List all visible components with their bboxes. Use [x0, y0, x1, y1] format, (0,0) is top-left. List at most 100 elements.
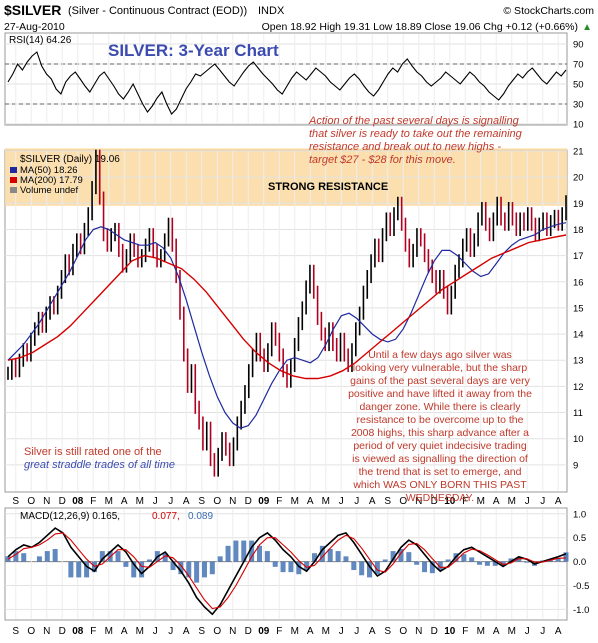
macd-histogram-bar — [99, 551, 105, 562]
symbol-description: (Silver - Continuous Contract (EOD)) — [68, 5, 247, 17]
rsi-tick-label: 50 — [573, 80, 584, 91]
volume-swatch — [10, 187, 17, 193]
price-x-label: S — [384, 496, 391, 507]
macd-histogram-bar — [374, 561, 380, 575]
macd-histogram-bar — [414, 561, 420, 565]
price-x-label: N — [43, 496, 50, 507]
macd-tick-label: -1.0 — [573, 605, 589, 616]
macd-x-label: A — [307, 626, 314, 637]
macd-histogram-bar — [280, 561, 286, 573]
price-x-label: D — [431, 496, 438, 507]
macd-x-label: D — [59, 626, 66, 637]
exchange-label: INDX — [258, 5, 285, 17]
price-tick-label: 17 — [573, 251, 584, 262]
macd-x-label: M — [105, 626, 113, 637]
quote-line: Open 18.92 High 19.31 Low 18.89 Close 19… — [262, 21, 578, 33]
macd-histogram-bar — [146, 559, 152, 562]
price-tick-label: 19 — [573, 199, 584, 210]
macd-histogram-bar — [139, 561, 145, 578]
note-left-line-1: Silver is still rated one of the — [24, 446, 162, 458]
macd-x-label: 09 — [258, 626, 270, 637]
note-mid: Until a few days ago silver was looking … — [348, 349, 532, 504]
price-x-label: M — [291, 496, 299, 507]
macd-histogram-bar — [233, 540, 239, 562]
price-x-label: M — [508, 496, 516, 507]
price-x-label: J — [540, 496, 545, 507]
price-x-label: 08 — [72, 496, 84, 507]
note-top-line: that silver is ready to take out the rem… — [309, 128, 523, 140]
symbol-title: $SILVER — [4, 2, 61, 18]
macd-tick-label: 0.5 — [573, 533, 586, 544]
source-credit: © StockCharts.com — [503, 5, 594, 17]
note-mid-line: is viewed as signalling the direction of — [352, 453, 528, 465]
macd-histogram-bar — [304, 561, 310, 571]
rsi-line — [7, 51, 567, 115]
price-x-label: N — [229, 496, 236, 507]
macd-histogram-bar — [217, 556, 223, 562]
note-mid-line: resistance to be overcome up to the — [357, 414, 524, 426]
macd-x-label: F — [462, 626, 468, 637]
price-x-label: A — [369, 496, 376, 507]
rsi-tick-label: 10 — [573, 120, 584, 131]
price-x-label: A — [493, 496, 500, 507]
price-x-label: D — [59, 496, 66, 507]
price-tick-label: 21 — [573, 147, 584, 158]
price-tick-label: 13 — [573, 356, 584, 367]
macd-histogram-bar — [335, 551, 341, 562]
macd-histogram-bar — [44, 551, 50, 562]
macd-x-label: J — [168, 626, 173, 637]
macd-x-label: O — [399, 626, 407, 637]
price-x-label: O — [399, 496, 407, 507]
price-x-label: A — [307, 496, 314, 507]
macd-histogram-bar — [382, 559, 388, 562]
macd-x-label: M — [291, 626, 299, 637]
price-x-label: M — [477, 496, 485, 507]
volume-legend-label: Volume undef — [20, 185, 78, 196]
macd-x-label: N — [415, 626, 422, 637]
macd-histogram-bar — [249, 540, 255, 562]
macd-x-label: F — [90, 626, 96, 637]
macd-histogram-bar — [178, 561, 184, 575]
price-x-label: M — [105, 496, 113, 507]
macd-legend: MACD(12,26,9) 0.165, 0.077, 0.089 — [20, 511, 213, 522]
price-x-label: O — [213, 496, 221, 507]
macd-histogram-bar — [13, 551, 19, 562]
quote-up-arrow: ▲ — [582, 22, 592, 33]
note-mid-line: WEDNESDAY. — [406, 492, 474, 504]
macd-histogram-bar — [500, 561, 506, 566]
price-tick-label: 14 — [573, 330, 584, 341]
note-mid-line: looking very vulnerable, but the sharp — [353, 362, 528, 374]
macd-signal-value: 0.077, — [152, 511, 180, 522]
price-tick-label: 20 — [573, 173, 584, 184]
macd-histogram-bar — [296, 561, 302, 575]
macd-histogram-bar — [68, 561, 74, 578]
macd-histogram-bar — [351, 561, 357, 571]
macd-histogram-bar — [390, 551, 396, 562]
macd-histogram-bar — [272, 561, 278, 567]
price-x-label: A — [121, 496, 128, 507]
price-tick-label: 10 — [573, 434, 584, 445]
price-tick-label: 16 — [573, 277, 584, 288]
macd-histogram-value: 0.089 — [188, 511, 213, 522]
note-left-line-2: great straddle trades of all time — [24, 459, 175, 471]
price-x-label: F — [276, 496, 282, 507]
note-mid-line: period of very quiet indecisive trading — [353, 440, 527, 452]
ma200-line — [7, 234, 567, 380]
ma200-swatch — [10, 177, 17, 183]
note-mid-line: which WAS ONLY BORN THIS PAST — [352, 479, 527, 491]
price-tick-label: 12 — [573, 382, 584, 393]
price-tick-label: 15 — [573, 303, 584, 314]
price-x-label: O — [27, 496, 35, 507]
macd-legend-label: MACD(12,26,9) 0.165, — [20, 511, 120, 522]
macd-x-label: S — [12, 626, 19, 637]
macd-histogram-bar — [429, 561, 435, 574]
macd-x-label: N — [43, 626, 50, 637]
macd-histogram-bar — [398, 548, 404, 562]
rsi-tick-label: 30 — [573, 100, 584, 111]
grid-layer: 90 70 50 30 10 21 20 19 18 17 16 15 14 13 12 11 10 9 1.0 0.… — [5, 34, 589, 637]
date-label: 27-Aug-2010 — [4, 21, 65, 33]
macd-histogram-bar — [209, 561, 215, 575]
macd-x-label: M — [322, 626, 330, 637]
macd-x-label: A — [369, 626, 376, 637]
price-x-label: N — [415, 496, 422, 507]
